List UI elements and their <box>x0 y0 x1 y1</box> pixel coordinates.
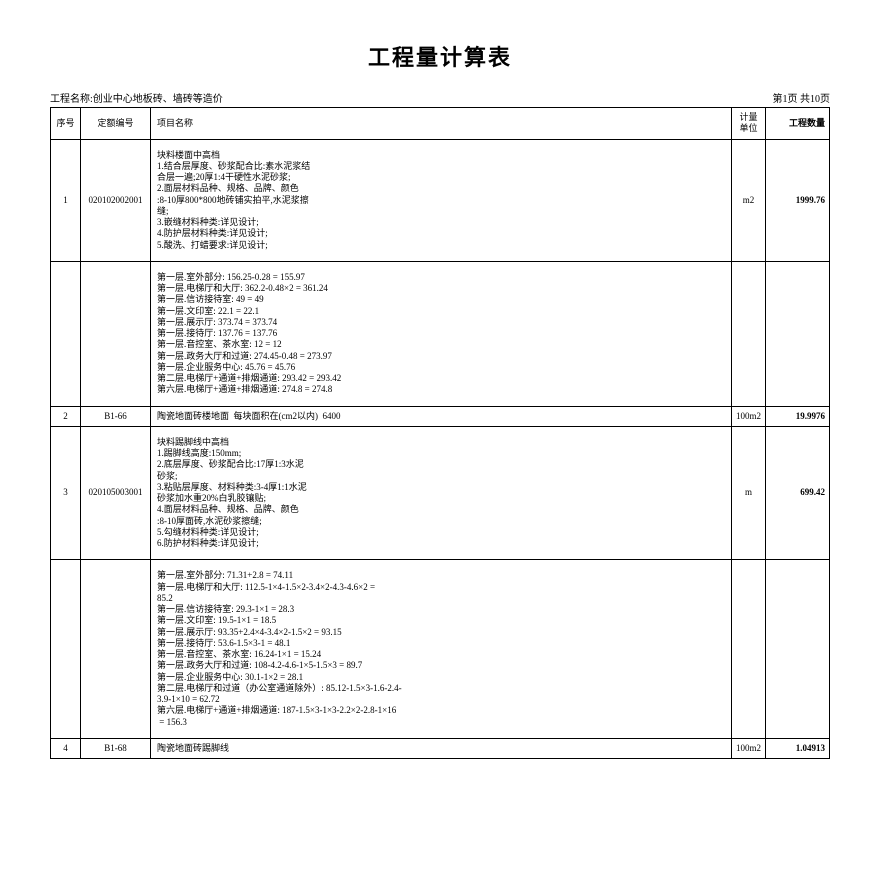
cell-code <box>81 560 151 739</box>
cell-qty <box>766 560 830 739</box>
cell-unit: 100m2 <box>732 406 766 426</box>
cell-unit <box>732 261 766 406</box>
desc-text: 陶瓷地面砖踢脚线 <box>157 743 727 754</box>
cell-seq: 4 <box>51 738 81 758</box>
meta-row: 工程名称:创业中心地板砖、墙砖等造价 第1页 共10页 <box>50 90 830 105</box>
page-title: 工程量计算表 <box>50 40 830 72</box>
calc-text: 第一层.室外部分: 156.25-0.28 = 155.97 第一层.电梯厅和大… <box>157 272 727 396</box>
cell-unit <box>732 560 766 739</box>
page-indicator: 第1页 共10页 <box>773 90 831 105</box>
table-body: 1 020102002001 块料楼面中高档 1.结合层厚度、砂浆配合比:素水泥… <box>51 139 830 759</box>
cell-qty: 19.9976 <box>766 406 830 426</box>
col-qty: 工程数量 <box>766 108 830 140</box>
quantity-table: 序号 定额编号 项目名称 计量单位 工程数量 1 020102002001 块料… <box>50 107 830 759</box>
col-seq: 序号 <box>51 108 81 140</box>
cell-code: B1-68 <box>81 738 151 758</box>
cell-code: B1-66 <box>81 406 151 426</box>
col-code: 定额编号 <box>81 108 151 140</box>
desc-text: 陶瓷地面砖楼地面 每块面积在(cm2以内) 6400 <box>157 411 727 422</box>
cell-code <box>81 261 151 406</box>
cell-calc: 第一层.室外部分: 71.31+2.8 = 74.11 第一层.电梯厅和大厅: … <box>151 560 732 739</box>
col-name: 项目名称 <box>151 108 732 140</box>
cell-name: 陶瓷地面砖踢脚线 <box>151 738 732 758</box>
calc-row: 第一层.室外部分: 156.25-0.28 = 155.97 第一层.电梯厅和大… <box>51 261 830 406</box>
cell-seq: 2 <box>51 406 81 426</box>
desc-text: 块料踢脚线中高档 1.踢脚线高度:150mm; 2.底层厚度、砂浆配合比:17厚… <box>157 437 727 550</box>
cell-name: 块料踢脚线中高档 1.踢脚线高度:150mm; 2.底层厚度、砂浆配合比:17厚… <box>151 426 732 560</box>
table-header-row: 序号 定额编号 项目名称 计量单位 工程数量 <box>51 108 830 140</box>
cell-unit: m2 <box>732 139 766 261</box>
cell-seq: 1 <box>51 139 81 261</box>
cell-code: 020105003001 <box>81 426 151 560</box>
desc-text: 块料楼面中高档 1.结合层厚度、砂浆配合比:素水泥浆结 合层一遍;20厚1:4干… <box>157 150 727 251</box>
table-row: 1 020102002001 块料楼面中高档 1.结合层厚度、砂浆配合比:素水泥… <box>51 139 830 261</box>
table-row: 2 B1-66 陶瓷地面砖楼地面 每块面积在(cm2以内) 6400 100m2… <box>51 406 830 426</box>
table-row: 3 020105003001 块料踢脚线中高档 1.踢脚线高度:150mm; 2… <box>51 426 830 560</box>
cell-qty: 1999.76 <box>766 139 830 261</box>
calc-row: 第一层.室外部分: 71.31+2.8 = 74.11 第一层.电梯厅和大厅: … <box>51 560 830 739</box>
table-row: 4 B1-68 陶瓷地面砖踢脚线 100m2 1.04913 <box>51 738 830 758</box>
cell-qty: 699.42 <box>766 426 830 560</box>
col-unit: 计量单位 <box>732 108 766 140</box>
cell-calc: 第一层.室外部分: 156.25-0.28 = 155.97 第一层.电梯厅和大… <box>151 261 732 406</box>
cell-qty <box>766 261 830 406</box>
cell-seq: 3 <box>51 426 81 560</box>
cell-name: 块料楼面中高档 1.结合层厚度、砂浆配合比:素水泥浆结 合层一遍;20厚1:4干… <box>151 139 732 261</box>
cell-unit: m <box>732 426 766 560</box>
cell-name: 陶瓷地面砖楼地面 每块面积在(cm2以内) 6400 <box>151 406 732 426</box>
cell-qty: 1.04913 <box>766 738 830 758</box>
project-name: 工程名称:创业中心地板砖、墙砖等造价 <box>50 90 223 105</box>
calc-text: 第一层.室外部分: 71.31+2.8 = 74.11 第一层.电梯厅和大厅: … <box>157 570 727 728</box>
cell-code: 020102002001 <box>81 139 151 261</box>
cell-seq <box>51 560 81 739</box>
cell-seq <box>51 261 81 406</box>
cell-unit: 100m2 <box>732 738 766 758</box>
